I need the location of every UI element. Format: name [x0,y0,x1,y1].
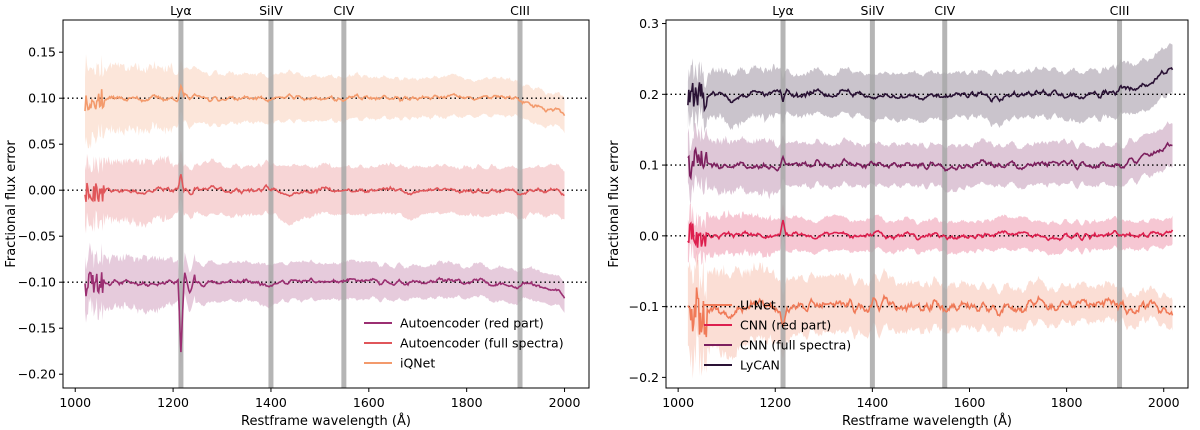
series-band-4 [687,43,1173,134]
legend-label: Autoencoder (full spectra) [400,336,564,351]
emission-line-label: CIV [934,3,955,18]
x-tick-label: 1600 [353,395,385,410]
y-axis-label: Fractional flux error [607,140,622,268]
x-tick-label: 2000 [549,395,581,410]
plot-area [666,20,1188,388]
y-tick-label: 0.1 [639,158,659,173]
y-tick-label: 0.00 [28,183,56,198]
emission-line-label: Lyα [170,3,191,18]
y-tick-label: −0.15 [18,321,56,336]
y-axis-label: Fractional flux error [4,140,19,268]
series-line-3 [687,141,1173,181]
y-tick-label: −0.1 [629,299,659,314]
chart-2: 1000 1200 1400 1600 1800 2000 0.3 0.2 0.1 0.0 −0.1… [607,3,1189,429]
y-tick-label: 0.10 [28,91,56,106]
series-band-3 [85,54,565,149]
legend-label: CNN (red part) [740,318,831,333]
series-line-1 [84,271,566,353]
x-tick-label: 1800 [451,395,483,410]
series-band-1 [687,249,1173,379]
x-tick-label: 1000 [662,395,694,410]
x-tick-label: 1600 [954,395,986,410]
plot-frame [665,19,1189,389]
y-tick-label: 0.15 [28,45,56,60]
y-tick-label: 0.2 [639,87,659,102]
series-line-2 [84,174,565,203]
x-tick-label: 1200 [759,395,791,410]
x-tick-label: 1000 [59,395,91,410]
legend: Autoencoder (red part) Autoencoder (full … [364,316,564,371]
plot-area [63,20,589,388]
legend-label: U-Net [740,298,776,313]
y-tick-label: −0.20 [18,367,56,382]
x-tick-label: 1400 [856,395,888,410]
emission-line-label: SiIV [259,3,283,18]
series-band-2 [85,149,565,234]
series-line-1 [687,287,1174,338]
y-tick-label: −0.2 [629,370,659,385]
x-tick-label: 1200 [157,395,189,410]
x-tick-label: 1800 [1051,395,1083,410]
x-axis-label: Restframe wavelength (Å) [241,413,411,429]
y-tick-label: 0.3 [639,16,659,31]
emission-line-label: Lyα [772,3,793,18]
y-tick-label: −0.10 [18,275,56,290]
plot-frame [62,19,590,389]
x-tick-label: 2000 [1148,395,1180,410]
y-tick-label: −0.05 [18,229,56,244]
legend-label: CNN (full spectra) [740,338,851,353]
series-line-2 [687,219,1174,248]
emission-line-label: SiIV [861,3,885,18]
x-axis-label: Restframe wavelength (Å) [842,413,1012,429]
series-band-1 [85,242,565,372]
emission-line-label: CIV [333,3,354,18]
legend-label: LyCAN [740,358,780,373]
legend-label: iQNet [400,356,435,371]
chart-1: 1000 1200 1400 1600 1800 2000 0.15 0.10 0.05 0.00… [4,3,590,429]
series-line-4 [687,66,1174,113]
legend-label: Autoencoder (red part) [400,316,544,331]
y-tick-label: 0.05 [28,137,56,152]
y-tick-label: 0.0 [639,228,659,243]
emission-line-label: CIII [1110,3,1130,18]
x-tick-label: 1400 [255,395,287,410]
series-line-3 [84,83,566,117]
emission-line-label: CIII [510,3,530,18]
legend: U-Net CNN (red part) CNN (full spectra) LyC… [704,298,851,373]
